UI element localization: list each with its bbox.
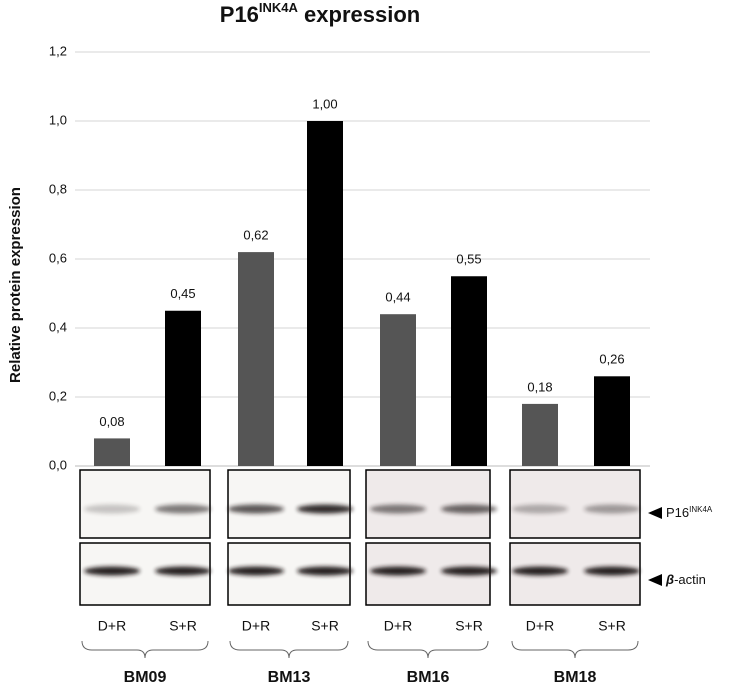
lane-label: D+R bbox=[384, 618, 412, 634]
y-tick-label: 0,2 bbox=[49, 388, 67, 403]
bar bbox=[380, 314, 416, 466]
blot-label-part: -actin bbox=[674, 572, 706, 587]
value-label: 0,55 bbox=[456, 252, 481, 267]
blot-band bbox=[370, 504, 426, 514]
blot-label-part: P16 bbox=[666, 505, 689, 520]
blot-band bbox=[512, 504, 568, 514]
blot-band bbox=[441, 566, 497, 576]
lane-label: D+R bbox=[526, 618, 554, 634]
value-label: 0,26 bbox=[599, 352, 624, 367]
arrow bbox=[648, 507, 662, 519]
title-part: expression bbox=[298, 2, 420, 27]
y-tick-label: 0,4 bbox=[49, 319, 67, 334]
lane-label: S+R bbox=[311, 618, 339, 634]
value-label: 0,44 bbox=[385, 290, 410, 305]
bar bbox=[451, 276, 487, 466]
blot-band bbox=[297, 566, 353, 576]
bar bbox=[307, 121, 343, 466]
blot-band bbox=[155, 504, 211, 514]
blot-band bbox=[297, 504, 353, 514]
x-tick-label: BM13 bbox=[268, 669, 311, 686]
blot-band bbox=[84, 566, 140, 576]
brace bbox=[229, 640, 349, 659]
blot-label: β-actin bbox=[665, 572, 706, 587]
chart-title: P16INK4A expression bbox=[220, 0, 420, 27]
blot-band bbox=[512, 566, 568, 576]
y-tick-label: 0,6 bbox=[49, 250, 67, 265]
title-part: P16 bbox=[220, 2, 259, 27]
y-tick-label: 1,2 bbox=[49, 43, 67, 58]
blot-panel bbox=[79, 469, 211, 539]
blot-band bbox=[228, 566, 284, 576]
blot-panel bbox=[365, 469, 491, 539]
bar bbox=[94, 438, 130, 466]
blot-band bbox=[441, 504, 497, 514]
bar bbox=[238, 252, 274, 466]
lane-label: S+R bbox=[169, 618, 197, 634]
blot-band bbox=[370, 566, 426, 576]
value-label: 0,62 bbox=[243, 228, 268, 243]
x-tick-label: BM09 bbox=[124, 669, 167, 686]
title-sup: INK4A bbox=[259, 0, 299, 15]
blot-panel bbox=[509, 469, 641, 539]
x-tick-label: BM18 bbox=[554, 669, 597, 686]
blot-label-part: β bbox=[665, 572, 674, 587]
bar bbox=[165, 310, 201, 466]
lane-label: D+R bbox=[242, 618, 270, 634]
y-tick-label: 0,8 bbox=[49, 181, 67, 196]
lane-label: S+R bbox=[455, 618, 483, 634]
value-label: 0,08 bbox=[99, 414, 124, 429]
blot-band bbox=[84, 504, 140, 514]
lane-label: D+R bbox=[98, 618, 126, 634]
blot-band bbox=[228, 504, 284, 514]
brace bbox=[511, 640, 639, 659]
brace bbox=[81, 640, 209, 659]
brace bbox=[367, 640, 489, 659]
value-label: 1,00 bbox=[312, 96, 337, 111]
blot-label: P16INK4A bbox=[666, 505, 713, 521]
lane-label: S+R bbox=[598, 618, 626, 634]
bar bbox=[594, 376, 630, 466]
value-label: 0,45 bbox=[170, 286, 195, 301]
blot-label-sup: INK4A bbox=[689, 505, 713, 514]
blot-band bbox=[584, 504, 640, 514]
blot-panel bbox=[227, 469, 351, 539]
blot-band bbox=[584, 566, 640, 576]
value-label: 0,18 bbox=[527, 379, 552, 394]
y-tick-label: 1,0 bbox=[49, 112, 67, 127]
x-tick-label: BM16 bbox=[407, 669, 450, 686]
bar bbox=[522, 403, 558, 466]
arrow bbox=[648, 574, 662, 586]
blot-band bbox=[155, 566, 211, 576]
y-axis-label: Relative protein expression bbox=[7, 187, 24, 383]
y-tick-label: 0,0 bbox=[49, 457, 67, 472]
